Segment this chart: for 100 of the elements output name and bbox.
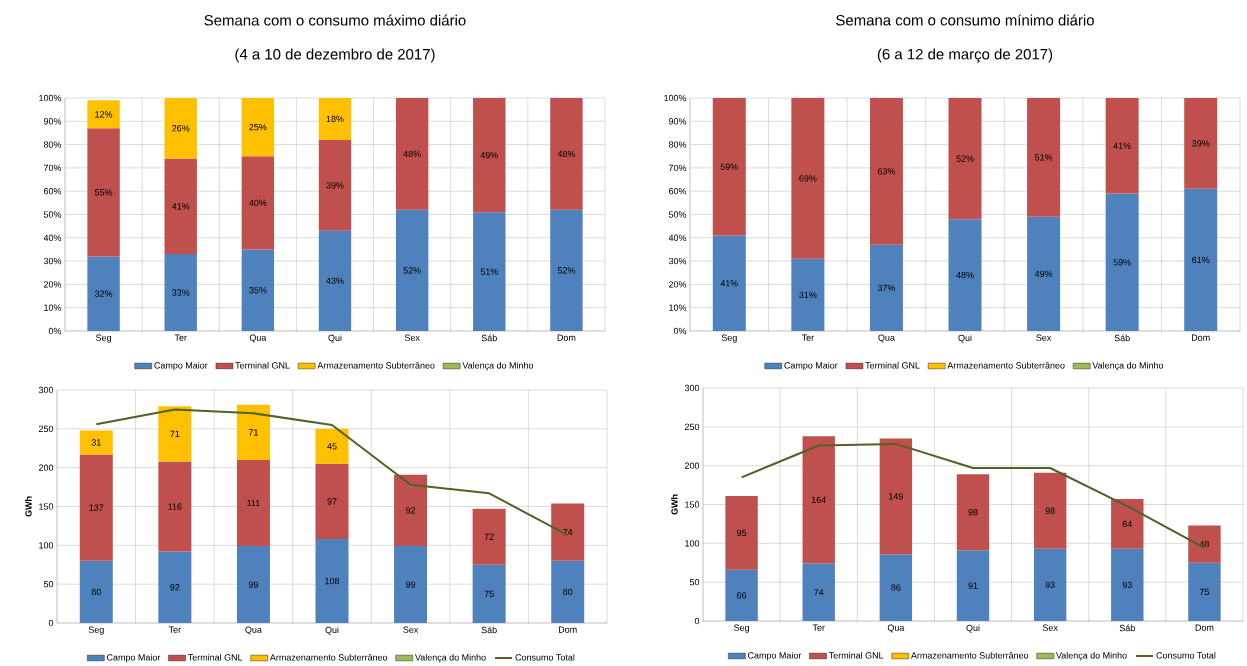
- data-label: 111: [247, 499, 260, 507]
- data-label: 59%: [720, 163, 738, 170]
- y-tick-label: 100: [685, 540, 700, 547]
- legend-label: Consumo Total: [515, 653, 575, 661]
- legend-label: Terminal GNL: [235, 361, 290, 369]
- y-tick-label: 20%: [669, 281, 687, 288]
- x-tick-label: Sex: [1042, 624, 1058, 631]
- data-label: 99: [248, 581, 258, 588]
- data-label: 48%: [557, 150, 576, 158]
- bar: [1188, 562, 1221, 621]
- data-label: 61%: [1192, 256, 1210, 264]
- y-tick-label: 60%: [669, 188, 687, 195]
- x-tick-label: Seg: [734, 624, 749, 633]
- y-tick-label: 0%: [673, 327, 687, 335]
- legend-label: Valença do Minho: [1092, 361, 1164, 371]
- data-label: 98: [1045, 507, 1055, 514]
- bar: [164, 158, 197, 255]
- bar: [87, 100, 120, 129]
- x-tick-label: Seg: [96, 334, 111, 343]
- bar: [318, 139, 352, 231]
- x-tick-label: Ter: [168, 626, 181, 633]
- chart-subtitle: (4 a 10 de dezembro de 2017): [235, 48, 435, 63]
- data-label: 41%: [1113, 142, 1131, 149]
- x-tick-label: Ter: [812, 624, 825, 631]
- x-tick-label: Sex: [403, 626, 419, 633]
- bar: [725, 495, 758, 570]
- x-tick-label: Qua: [245, 626, 262, 635]
- y-tick-label: 50: [43, 580, 54, 588]
- bar: [1027, 97, 1061, 217]
- x-tick-label: Ter: [174, 334, 187, 341]
- data-label: 55%: [94, 189, 113, 196]
- bar: [79, 560, 113, 623]
- y-tick-label: 20%: [43, 281, 62, 288]
- data-label: 49%: [1034, 270, 1053, 278]
- data-label: 37%: [877, 284, 896, 292]
- bar: [394, 546, 428, 623]
- data-label: 75: [1199, 588, 1210, 596]
- bar: [241, 97, 275, 157]
- x-tick-label: Ter: [801, 334, 814, 341]
- y-tick-label: 10%: [669, 304, 687, 311]
- y-tick-label: 70%: [43, 164, 62, 172]
- bar: [236, 546, 270, 623]
- data-label: 80: [563, 588, 573, 596]
- legend-label: Armazenamento Subterrâneo: [947, 361, 1065, 369]
- data-label: 40%: [249, 199, 267, 207]
- y-tick-label: 60%: [43, 188, 62, 195]
- data-label: 39%: [1192, 140, 1210, 147]
- data-label: 80: [91, 588, 101, 596]
- bar: [315, 428, 349, 464]
- x-tick-label: Seg: [721, 334, 737, 343]
- data-label: 98: [968, 509, 978, 516]
- y-axis-title: GWh: [671, 494, 678, 515]
- data-label: 18%: [326, 115, 344, 123]
- data-label: 71: [248, 429, 258, 436]
- y-tick-label: 300: [684, 384, 700, 392]
- y-tick-label: 0: [694, 617, 700, 625]
- x-tick-label: Qua: [249, 334, 267, 343]
- x-tick-label: Qua: [887, 624, 905, 633]
- y-tick-label: 100%: [664, 94, 687, 102]
- y-tick-label: 70%: [669, 164, 687, 172]
- bar: [472, 508, 506, 565]
- legend-label: Armazenamento Subterrâneo: [269, 653, 388, 661]
- bar: [87, 128, 120, 257]
- bar: [791, 97, 825, 259]
- bar: [87, 256, 120, 331]
- bar: [473, 212, 506, 331]
- y-tick-label: 40%: [43, 234, 62, 241]
- data-label: 149: [889, 493, 903, 500]
- x-tick-label: Sáb: [1114, 334, 1130, 342]
- x-tick-label: Qui: [328, 334, 342, 343]
- data-label: 59%: [1113, 259, 1131, 266]
- y-tick-label: 150: [685, 501, 700, 508]
- y-tick-label: 0%: [48, 327, 62, 335]
- bar: [956, 474, 990, 551]
- data-label: 69%: [799, 175, 817, 182]
- x-tick-label: Sáb: [1119, 624, 1135, 632]
- x-tick-label: Qui: [325, 626, 339, 635]
- bar: [236, 459, 270, 547]
- y-tick-label: 80%: [43, 141, 62, 148]
- data-label: 93: [1122, 581, 1132, 589]
- y-tick-label: 50%: [43, 211, 62, 218]
- y-tick-label: 0: [48, 619, 54, 627]
- bar: [241, 249, 275, 331]
- x-tick-label: Dom: [1191, 334, 1210, 341]
- bar: [712, 97, 746, 236]
- bar: [948, 97, 982, 220]
- data-label: 95: [737, 529, 747, 537]
- y-tick-label: 30%: [43, 257, 62, 265]
- y-tick-label: 50%: [668, 211, 687, 218]
- chart-title: Semana com o consumo mínimo diário: [836, 14, 1094, 26]
- data-label: 49%: [480, 151, 498, 159]
- bar: [158, 406, 192, 462]
- x-tick-label: Sáb: [481, 626, 497, 634]
- data-label: 116: [168, 503, 182, 510]
- bar: [791, 258, 825, 331]
- bar: [394, 474, 428, 547]
- x-tick-label: Sáb: [481, 334, 497, 342]
- y-tick-label: 150: [39, 503, 54, 510]
- data-label: 35%: [249, 287, 267, 294]
- legend-label: Valença do Minho: [1056, 651, 1127, 661]
